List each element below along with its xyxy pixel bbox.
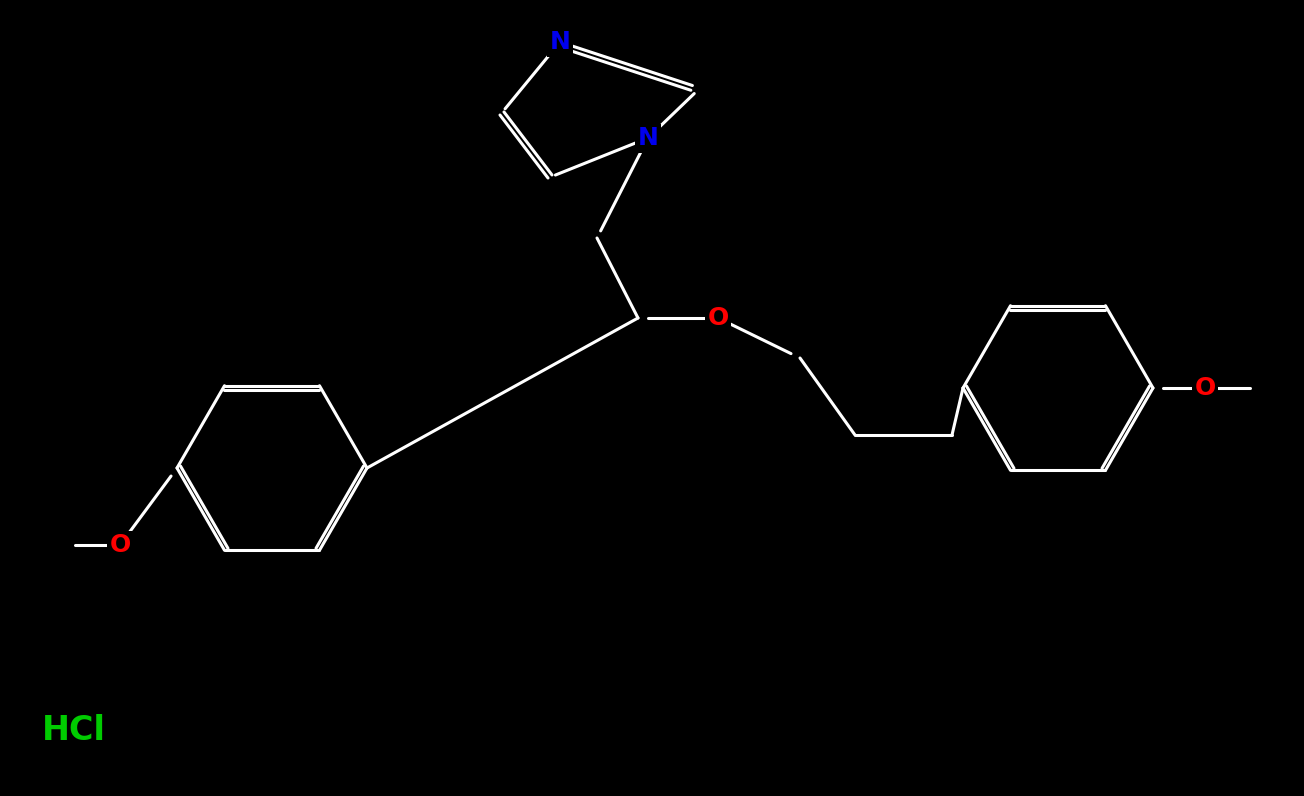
Text: O: O bbox=[110, 533, 130, 557]
Text: O: O bbox=[707, 306, 729, 330]
Text: HCl: HCl bbox=[42, 713, 106, 747]
Text: O: O bbox=[1194, 376, 1215, 400]
Text: N: N bbox=[638, 126, 659, 150]
Text: N: N bbox=[549, 30, 570, 54]
